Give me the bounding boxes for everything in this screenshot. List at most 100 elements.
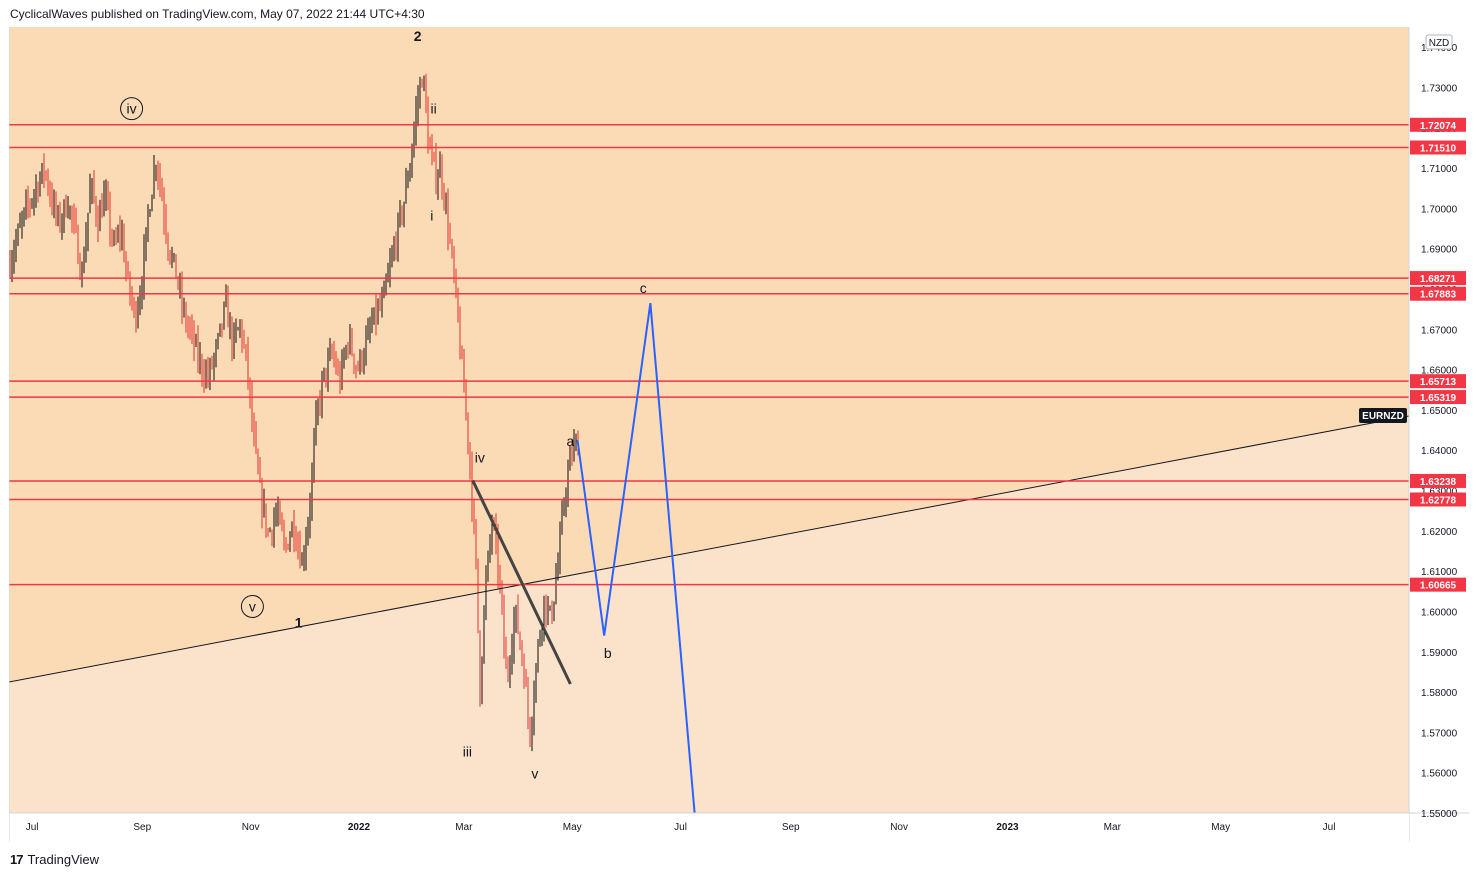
y-tick-label: 1.62000 [1421,527,1458,538]
candle-body [455,275,457,290]
candle-body [547,606,549,616]
candle-body [177,277,179,287]
candle-body [229,321,231,328]
candle-body [143,248,145,289]
price-tag[interactable] [1410,117,1466,132]
candle-body [19,223,21,228]
y-tick-label: 1.65000 [1421,406,1458,417]
candle-body [371,323,373,329]
candle-body [197,339,199,362]
candle-body [467,413,469,445]
symbol-tag[interactable] [1359,407,1407,423]
candle-body [437,177,439,187]
candle-body [411,150,413,168]
candle-body [55,199,57,215]
candle-body [483,609,485,660]
candle-body [523,659,525,683]
candle-body [541,626,543,637]
price-tag[interactable] [1410,271,1466,286]
candle-body [321,378,323,406]
candle-body [207,370,209,380]
x-tick-label: Sep [133,822,151,833]
price-tag[interactable] [1410,374,1466,389]
candle-body [135,305,137,324]
candle-body [533,696,535,722]
price-tag[interactable] [1410,390,1466,405]
x-tick-label: Sep [782,822,800,833]
candle-body [107,193,109,204]
rising-trendline[interactable] [8,415,1410,683]
candle-body [349,334,351,349]
candle-body [247,349,249,380]
tradingview-logo-icon: 17 [10,852,24,867]
candle-body [463,357,465,393]
candle-body [273,520,275,537]
wave-label: a [567,433,575,449]
price-tag[interactable] [1410,286,1466,301]
candle-body [147,215,149,228]
candle-body [223,304,225,327]
candle-body [359,353,361,370]
price-tag[interactable] [1410,492,1466,507]
projection-path[interactable] [576,302,696,816]
candle-body [289,536,291,549]
candle-body [183,308,185,310]
candle-body [51,196,53,209]
candle-body [317,403,319,412]
candle-body [375,307,377,321]
candle-body [37,186,39,194]
candle-body [159,173,161,185]
candle-body [179,285,181,287]
candle-body [123,233,125,261]
candle-body [415,110,417,131]
candle-body [277,512,279,514]
candle-body [311,470,313,507]
wave-label-circle [240,594,264,618]
chart-frame[interactable]: 2 iv ii i v 1 iv iii v a b c 1.55000 1.56000 1.57000 1.… [8,27,1469,842]
wave-trendline[interactable] [471,479,572,685]
candle-body [535,665,537,697]
wave-label: 1 [295,615,303,631]
candle-body [401,209,403,219]
wave-label: b [604,645,612,661]
candle-body [21,218,23,224]
footer-brand: TradingView [27,852,100,867]
candle-body [269,530,271,532]
candle-body [545,596,547,616]
price-tag[interactable] [1410,473,1466,488]
candle-body [451,241,453,253]
candle-body [209,362,211,380]
candle-body [245,345,247,350]
candle-body [325,368,327,379]
candle-body [373,307,375,324]
candle-body [413,130,415,151]
candle-body [75,219,77,229]
x-tick-label: May [1211,822,1230,833]
candle-body [171,255,173,261]
candle-body [181,285,183,309]
price-axis-panel [1409,27,1469,842]
price-tag[interactable] [1410,577,1466,592]
candle-body [435,158,437,187]
price-tag[interactable] [1410,140,1466,155]
candle-body [57,211,59,215]
candle-body [121,233,123,236]
candle-body [329,351,331,358]
candle-body [391,254,393,264]
time-axis-panel [9,813,1409,842]
candle-body [201,357,203,374]
candle-body [175,254,177,278]
candle-body [429,148,431,150]
candle-body [441,164,443,188]
candle-body [41,163,43,179]
candle-body [543,596,545,627]
candle-body [335,359,337,371]
candle-body [73,217,75,220]
candle-body [241,322,243,343]
price-chart[interactable]: 2iv iiiv1iviiivabc1.550001.560001.570001.… [8,27,1469,842]
y-tick-label: 1.69000 [1421,245,1458,256]
candle-body [227,295,229,328]
candle-body [233,331,235,350]
candle-body [109,203,111,233]
wave-label: ii [431,101,437,117]
